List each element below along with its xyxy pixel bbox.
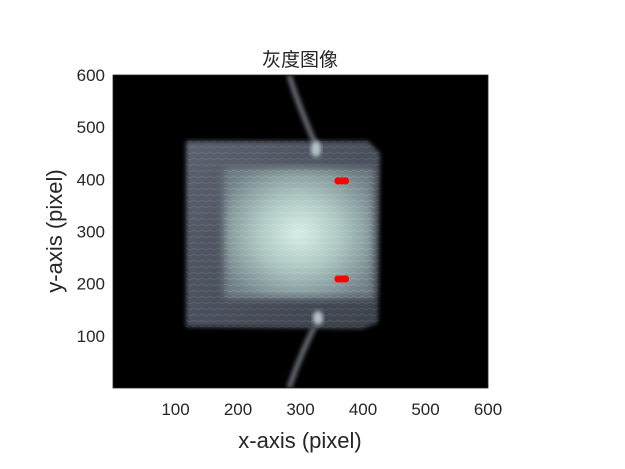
y-tick-label: 500 bbox=[77, 118, 105, 137]
y-tick-label: 200 bbox=[77, 275, 105, 294]
y-tick-label: 100 bbox=[77, 327, 105, 346]
y-tick-label: 400 bbox=[77, 170, 105, 189]
x-tick-labels: 100 200 300 400 500 600 bbox=[161, 400, 502, 419]
data-markers bbox=[334, 177, 350, 283]
x-tick-label: 400 bbox=[349, 400, 377, 419]
data-point bbox=[341, 275, 350, 283]
x-tick-label: 500 bbox=[411, 400, 439, 419]
y-tick-label: 600 bbox=[77, 66, 105, 85]
x-tick-label: 100 bbox=[161, 400, 189, 419]
chart-title: 灰度图像 bbox=[262, 49, 338, 71]
plot-area-frame bbox=[112, 74, 489, 389]
x-tick-label: 600 bbox=[474, 400, 502, 419]
y-tick-label: 300 bbox=[77, 223, 105, 242]
x-tick-label: 200 bbox=[224, 400, 252, 419]
x-tick-label: 300 bbox=[286, 400, 314, 419]
grayscale-image bbox=[113, 75, 488, 388]
data-point bbox=[341, 177, 350, 185]
y-axis-label: y-axis (pixel) bbox=[42, 169, 67, 292]
y-tick-labels: 100 200 300 400 500 600 bbox=[77, 66, 105, 346]
x-axis-label: x-axis (pixel) bbox=[238, 428, 361, 453]
